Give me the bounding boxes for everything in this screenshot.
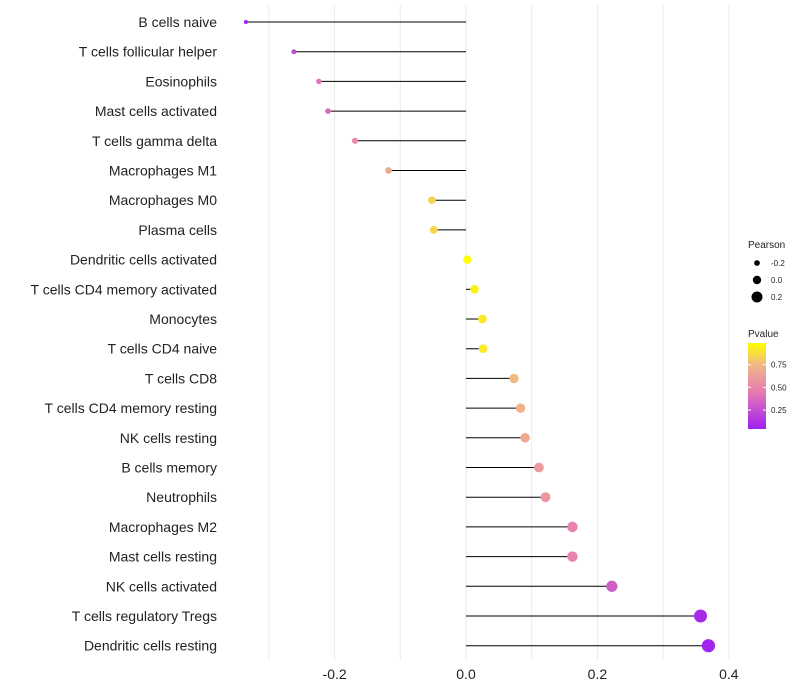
category-label: T cells CD4 naive xyxy=(108,341,218,357)
color-legend-ticks: 0.75 0.50 0.25 xyxy=(748,361,787,415)
x-tick-label: 0.2 xyxy=(588,666,608,682)
lollipop-point xyxy=(291,49,297,55)
category-label: Dendritic cells resting xyxy=(84,638,217,654)
size-legend-dot xyxy=(752,275,762,285)
category-label: Macrophages M0 xyxy=(109,192,217,208)
x-tick-label: 0.4 xyxy=(719,666,739,682)
color-legend-tick-label: 0.25 xyxy=(771,406,787,415)
lollipop-point xyxy=(567,551,578,562)
lollipop-point xyxy=(567,521,578,533)
lollipop-points xyxy=(243,20,716,653)
x-axis-tick-labels: -0.2 0.0 0.2 0.4 xyxy=(323,666,739,682)
lollipop-point xyxy=(385,167,392,174)
lollipop-stems xyxy=(245,21,709,647)
size-legend-items: -0.2 0.0 0.2 xyxy=(751,259,785,303)
category-labels: B cells naive T cells follicular helper Eo… xyxy=(31,14,218,654)
x-tick-label: -0.2 xyxy=(323,666,347,682)
category-label: Monocytes xyxy=(149,311,217,327)
lollipop-point xyxy=(316,78,322,85)
category-label: T cells follicular helper xyxy=(79,44,218,60)
category-label: Macrophages M2 xyxy=(109,519,217,535)
size-legend-dot xyxy=(754,260,760,266)
category-label: Mast cells activated xyxy=(95,103,217,119)
category-label: Macrophages M1 xyxy=(109,163,217,179)
lollipop-point xyxy=(478,344,488,354)
category-label: NK cells activated xyxy=(106,578,217,594)
color-legend-title: Pvalue xyxy=(748,329,779,340)
lollipop-point xyxy=(325,108,331,114)
color-legend-bar xyxy=(748,343,766,429)
lollipop-point xyxy=(606,580,618,592)
category-label: T cells CD4 memory resting xyxy=(45,400,217,416)
category-label: B cells naive xyxy=(138,14,217,30)
color-legend-tick-label: 0.50 xyxy=(771,383,787,392)
category-label: Neutrophils xyxy=(146,489,217,505)
category-label: T cells regulatory Tregs xyxy=(72,608,217,624)
lollipop-point xyxy=(701,639,716,653)
lollipop-point xyxy=(694,609,708,623)
category-label: Plasma cells xyxy=(138,222,217,238)
lollipop-point xyxy=(351,137,359,144)
lollipop-point xyxy=(540,492,551,503)
x-tick-label: 0.0 xyxy=(456,666,476,682)
category-label: B cells memory xyxy=(121,460,217,476)
lollipop-point xyxy=(463,255,472,264)
category-label: T cells CD4 memory activated xyxy=(31,281,217,297)
lollipop-point xyxy=(429,226,438,234)
lollipop-point xyxy=(515,403,526,413)
lollipop-point xyxy=(534,462,544,473)
lollipop-point xyxy=(509,373,519,384)
size-legend-label: 0.0 xyxy=(771,276,783,285)
grid-lines xyxy=(268,5,730,660)
category-label: Eosinophils xyxy=(145,73,217,89)
lollipop-point xyxy=(478,314,487,324)
category-label: NK cells resting xyxy=(120,430,217,446)
lollipop-point xyxy=(470,285,479,294)
lollipop-point xyxy=(243,20,248,24)
category-label: Mast cells resting xyxy=(109,549,217,565)
size-legend-label: 0.2 xyxy=(771,293,783,302)
size-legend-title: Pearson xyxy=(748,240,785,251)
category-label: Dendritic cells activated xyxy=(70,252,217,268)
category-label: T cells gamma delta xyxy=(92,133,217,149)
legend: Pearson -0.2 0.0 0.2 Pvalue 0.75 0.50 0.25 xyxy=(748,240,787,429)
lollipop-point xyxy=(520,433,530,443)
color-legend-tick-label: 0.75 xyxy=(771,361,787,370)
size-legend-label: -0.2 xyxy=(771,259,785,268)
size-legend-dot xyxy=(751,291,763,303)
lollipop-point xyxy=(427,196,436,205)
category-label: T cells CD8 xyxy=(145,370,217,386)
